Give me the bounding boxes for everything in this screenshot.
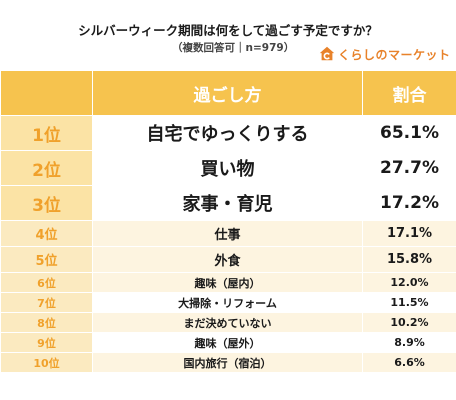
survey-question: シルバーウィーク期間は何をして過ごす予定ですか？ xyxy=(78,23,378,38)
activity-cell: 買い物 xyxy=(92,150,363,186)
activity-header: 過ごし方 xyxy=(92,70,363,116)
activity-cell: 外食 xyxy=(92,246,363,273)
ranking-table: 過ごし方 割合 1位 自宅でゆっくりする 65.1% 2位 買い物 27.7% … xyxy=(0,70,456,373)
house-c-logo-icon xyxy=(319,46,335,61)
table-header-row: 過ごし方 割合 xyxy=(0,70,456,116)
table-row: 1位 自宅でゆっくりする 65.1% xyxy=(0,115,456,151)
rank-cell: 8位 xyxy=(0,312,93,333)
table-row: 3位 家事・育児 17.2% xyxy=(0,185,456,221)
rank-cell: 4位 xyxy=(0,220,93,247)
table-row: 8位 まだ決めていない 10.2% xyxy=(0,312,456,333)
activity-cell: 家事・育児 xyxy=(92,185,363,221)
rank-cell: 9位 xyxy=(0,332,93,353)
activity-cell: 大掃除・リフォーム xyxy=(92,292,363,313)
table-row: 4位 仕事 17.1% xyxy=(0,220,456,247)
activity-cell: 自宅でゆっくりする xyxy=(92,115,363,151)
percentage-cell: 12.0% xyxy=(362,272,456,293)
activity-cell: 仕事 xyxy=(92,220,363,247)
percentage-cell: 11.5% xyxy=(362,292,456,313)
percentage-cell: 8.9% xyxy=(362,332,456,353)
sample-note: （複数回答可｜n=979） xyxy=(172,42,295,54)
rank-cell: 5位 xyxy=(0,246,93,273)
rank-header xyxy=(0,70,93,116)
rank-cell: 7位 xyxy=(0,292,93,313)
table-row: 10位 国内旅行（宿泊） 6.6% xyxy=(0,352,456,373)
table-row: 9位 趣味（屋外） 8.9% xyxy=(0,332,456,353)
activity-cell: 国内旅行（宿泊） xyxy=(92,352,363,373)
table-row: 7位 大掃除・リフォーム 11.5% xyxy=(0,292,456,313)
percentage-cell: 65.1% xyxy=(362,115,456,151)
table-row: 2位 買い物 27.7% xyxy=(0,150,456,186)
activity-cell: 趣味（屋外） xyxy=(92,332,363,353)
percentage-cell: 17.2% xyxy=(362,185,456,221)
rank-cell: 3位 xyxy=(0,185,93,221)
percentage-header: 割合 xyxy=(362,70,456,116)
survey-header: シルバーウィーク期間は何をして過ごす予定ですか？ （複数回答可｜n=979） く… xyxy=(0,0,456,68)
activity-cell: 趣味（屋内） xyxy=(92,272,363,293)
rank-cell: 10位 xyxy=(0,352,93,373)
table-row: 5位 外食 15.8% xyxy=(0,246,456,273)
percentage-cell: 17.1% xyxy=(362,220,456,247)
brand-logo: くらしのマーケット xyxy=(318,44,451,64)
brand-logo-text: くらしのマーケット xyxy=(338,47,451,62)
percentage-cell: 6.6% xyxy=(362,352,456,373)
activity-cell: まだ決めていない xyxy=(92,312,363,333)
percentage-cell: 15.8% xyxy=(362,246,456,273)
rank-cell: 1位 xyxy=(0,115,93,151)
table-row: 6位 趣味（屋内） 12.0% xyxy=(0,272,456,293)
rank-cell: 6位 xyxy=(0,272,93,293)
percentage-cell: 10.2% xyxy=(362,312,456,333)
rank-cell: 2位 xyxy=(0,150,93,186)
percentage-cell: 27.7% xyxy=(362,150,456,186)
